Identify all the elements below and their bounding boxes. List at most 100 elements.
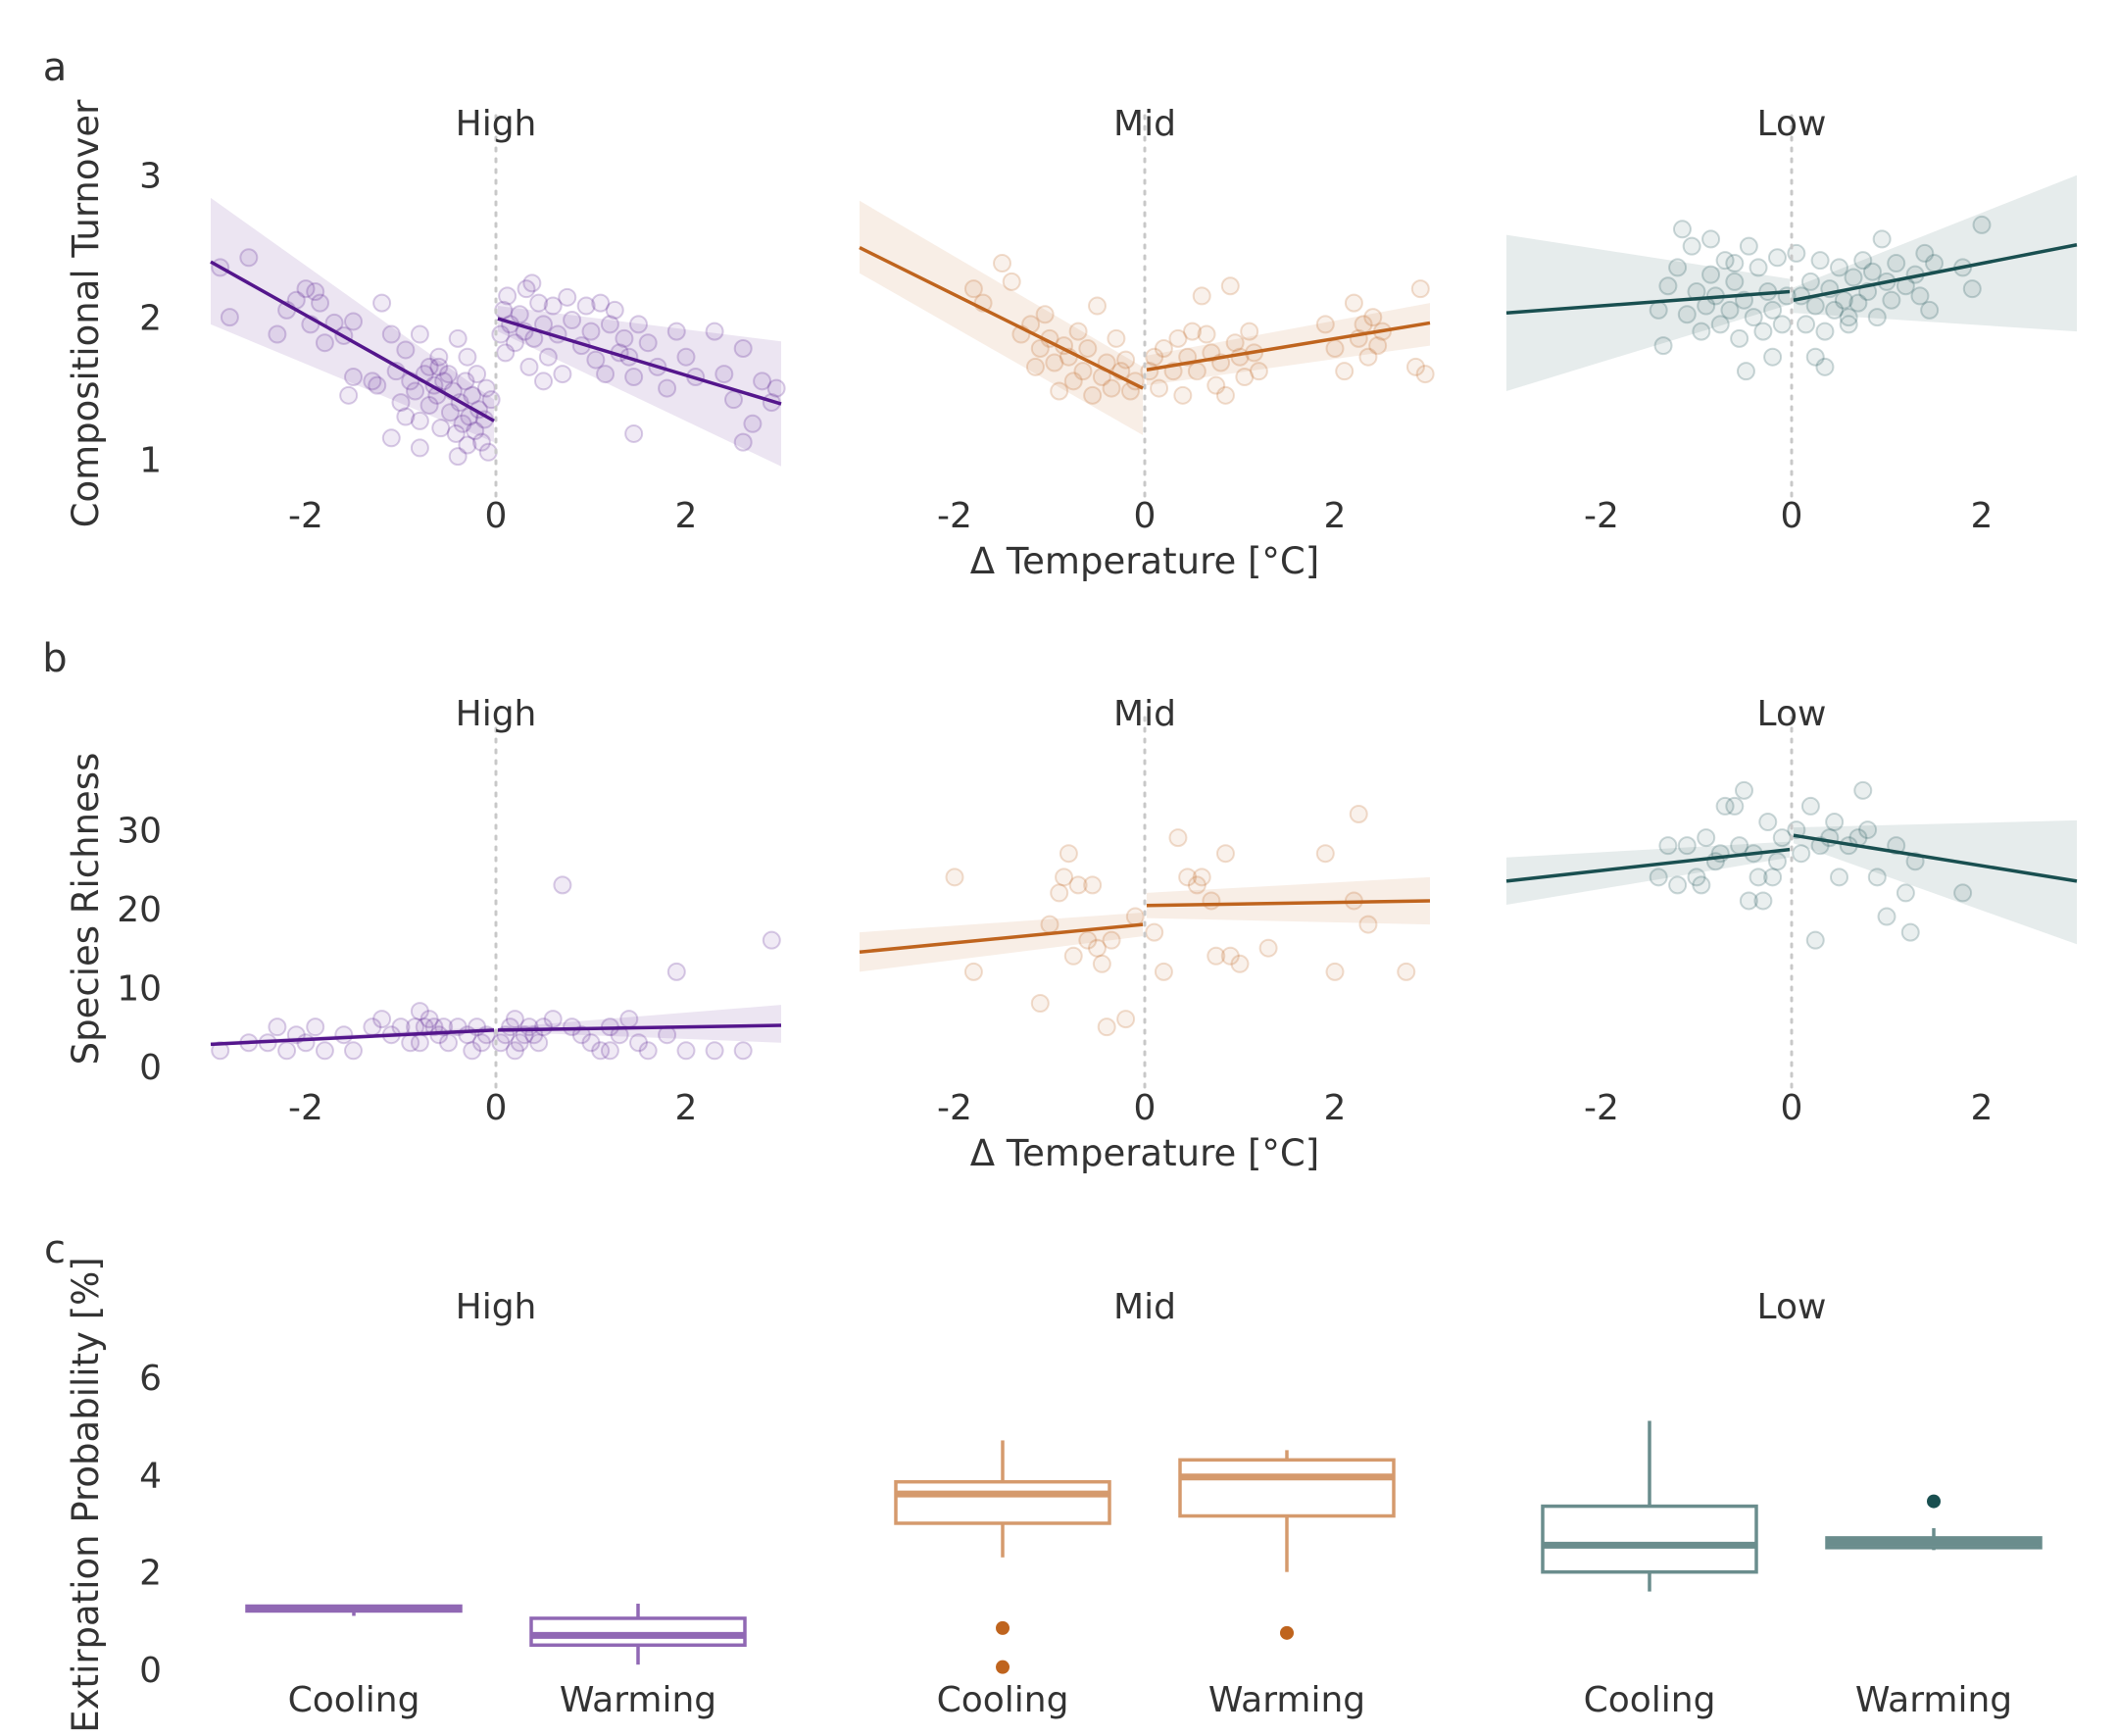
data-point [1249,362,1268,381]
data-point [581,1033,601,1053]
x-category-label: Cooling [1584,1680,1716,1720]
data-point [1220,946,1240,966]
data-point [439,365,458,384]
data-point [1088,938,1107,958]
data-point [596,365,616,384]
data-point [658,378,677,398]
data-point [1853,251,1873,271]
data-point [1183,322,1202,341]
data-point [705,1041,724,1061]
data-point [1055,868,1074,887]
data-point [1867,868,1887,887]
data-point [543,1010,563,1029]
data-point [963,279,983,299]
data-point [456,372,475,391]
x-category-label: Warming [1208,1680,1365,1720]
facet-title-mid: Mid [1113,694,1176,734]
box-outlier [996,1620,1010,1635]
data-point [315,1041,334,1061]
data-point [440,403,460,422]
data-point [1872,229,1892,249]
data-point [1882,290,1901,310]
data-point [1815,322,1835,341]
data-point [468,365,487,384]
x-tick-label: 0 [1781,496,1803,536]
data-point [529,293,549,313]
data-point [1877,907,1896,926]
data-point [1145,922,1164,942]
x-category-label: Cooling [288,1680,420,1720]
data-point [1063,372,1083,391]
data-point [396,407,416,426]
data-point [419,395,439,415]
data-point [676,347,696,367]
box-iqr [1178,1458,1396,1518]
data-point [1078,930,1098,950]
data-point [1040,915,1059,934]
confidence-band [1793,819,2077,945]
data-point [453,414,472,433]
data-point [629,315,648,334]
confidence-band [860,913,1144,972]
data-point [1720,300,1740,320]
data-point [1335,362,1355,381]
data-point [478,442,498,462]
data-point [993,254,1011,273]
facet-title-mid: Mid [1113,104,1176,144]
data-point [563,1017,582,1037]
y-tick-label: 30 [117,812,162,852]
data-point [1658,836,1678,856]
confidence-band [1146,303,1430,386]
y-tick-label: 4 [139,1456,162,1496]
data-point [1315,315,1335,334]
data-point [517,279,536,299]
data-point [1900,922,1920,942]
data-point [1092,954,1111,973]
data-point [1116,350,1136,370]
data-point [1035,305,1055,324]
data-point [1068,875,1088,895]
data-point [344,367,363,386]
data-point [1097,1017,1116,1037]
data-point [1739,236,1758,256]
data-point [591,1041,611,1061]
data-point [1168,828,1188,848]
data-point [410,438,429,458]
text-labels: a b c Compositional Turnover 1 2 3 High -2 0 2 Mid -… [42,45,2012,1733]
y-tick-label: 0 [139,1048,162,1088]
data-point [1697,828,1716,848]
data-point [1002,272,1021,291]
data-point [529,1033,549,1053]
fit-line [497,1023,782,1032]
data-point [1800,272,1820,291]
x-tick-label: -2 [1584,496,1619,536]
data-point [1753,322,1773,341]
data-point [1735,780,1753,800]
data-point [344,1041,363,1061]
data-point [534,372,553,391]
data-point [558,287,577,307]
data-point [1792,844,1811,864]
data-point [1207,375,1226,395]
data-point [448,328,468,348]
data-point [466,422,485,441]
data-point [1763,868,1783,887]
data-point [1145,347,1164,367]
data-point [1767,248,1787,268]
x-category-label: Cooling [937,1680,1069,1720]
data-point [619,1010,639,1029]
data-point [1797,315,1816,334]
fit-line [1146,899,1431,908]
data-point [1059,844,1078,864]
data-point [1744,308,1763,327]
panel-label-b: b [42,636,67,681]
data-point [1215,844,1235,864]
data-point [1763,347,1783,367]
data-point [448,447,468,467]
data-point [714,365,734,384]
data-point [1102,378,1121,398]
data-point [676,1041,696,1061]
fit-line [859,246,1144,390]
data-point [1363,308,1383,327]
data-point [1358,347,1378,367]
